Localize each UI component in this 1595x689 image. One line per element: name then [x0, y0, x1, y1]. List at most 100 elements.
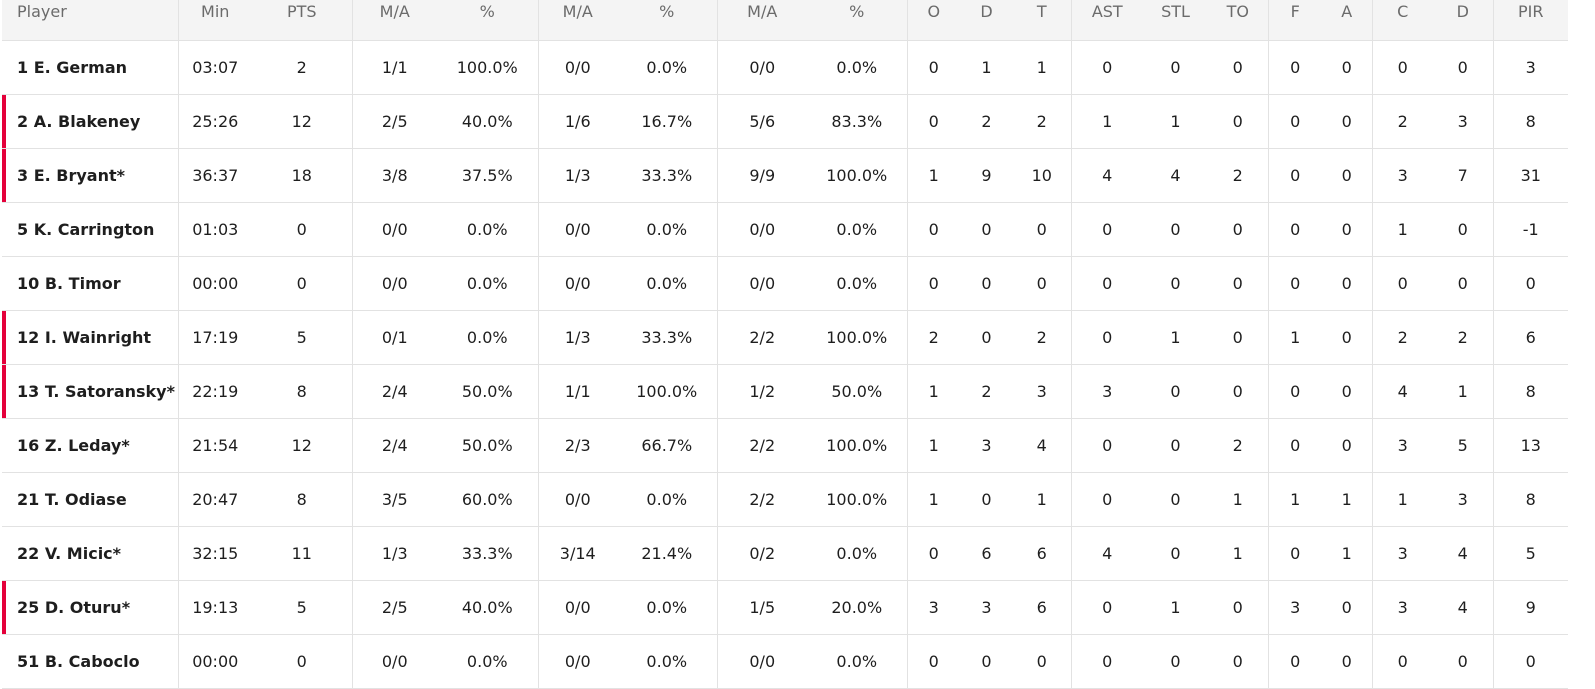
stat-cell: 01:03 — [178, 202, 252, 257]
column-header: TO — [1208, 0, 1269, 41]
stat-cell: 2 — [1013, 94, 1072, 149]
player-row: 13 T. Satoransky* 22:19 8 2/4 50.0% 1/1 100.0%… — [2, 364, 1568, 419]
player-name: 3 E. Bryant* — [2, 148, 179, 203]
stat-cell: 1 — [907, 148, 960, 203]
stat-cell: 0 — [960, 202, 1013, 257]
column-header: PIR — [1493, 0, 1568, 41]
stat-cell: 0 — [1268, 364, 1322, 419]
stat-cell: 0 — [1071, 580, 1143, 635]
column-header: C — [1372, 0, 1433, 41]
stat-cell: 32:15 — [178, 526, 252, 581]
stat-cell: 0 — [907, 40, 960, 95]
stat-cell: 0 — [1071, 634, 1143, 689]
stat-cell: 4 — [1071, 148, 1143, 203]
column-header: D — [960, 0, 1013, 41]
stat-cell: 18 — [252, 148, 353, 203]
table-body: 1 E. German 03:07 2 1/1 100.0% 0/0 0.0% 0/0 0.0%… — [2, 40, 1568, 689]
stat-cell: 1 — [907, 418, 960, 473]
stat-cell: 0 — [907, 202, 960, 257]
stat-cell: 0 — [1143, 40, 1208, 95]
stat-cell: 0 — [1268, 256, 1322, 311]
stat-cell: 9 — [960, 148, 1013, 203]
stat-cell: 37.5% — [437, 148, 539, 203]
stat-cell: 0.0% — [617, 256, 718, 311]
stat-cell: 0 — [1013, 634, 1072, 689]
stat-cell: 0 — [907, 526, 960, 581]
stat-cell: 2/4 — [352, 364, 437, 419]
stat-cell: 0 — [960, 634, 1013, 689]
stat-cell: 3 — [1071, 364, 1143, 419]
stat-cell: 5 — [1433, 418, 1494, 473]
player-row: 22 V. Micic* 32:15 11 1/3 33.3% 3/14 21.4% 0/2 0… — [2, 526, 1568, 581]
stat-cell: 19:13 — [178, 580, 252, 635]
stat-cell: 1 — [907, 472, 960, 527]
stat-cell: 0.0% — [617, 634, 718, 689]
column-header: Player — [2, 0, 179, 41]
stat-cell: 2 — [960, 364, 1013, 419]
stat-cell: 0 — [1372, 256, 1433, 311]
stat-cell: 0 — [1208, 310, 1269, 365]
column-header: AST — [1071, 0, 1143, 41]
stat-cell: 2 — [252, 40, 353, 95]
stat-cell: 5/6 — [717, 94, 807, 149]
stat-cell: 0 — [1372, 40, 1433, 95]
stat-cell: 6 — [1013, 526, 1072, 581]
stat-cell: 17:19 — [178, 310, 252, 365]
stat-cell: 0 — [1322, 94, 1373, 149]
stat-cell: 1/2 — [717, 364, 807, 419]
stat-cell: 1/3 — [538, 148, 617, 203]
stat-cell: 1 — [1208, 526, 1269, 581]
stat-cell: -1 — [1493, 202, 1568, 257]
stat-cell: 0 — [1372, 634, 1433, 689]
stat-cell: 2 — [1372, 94, 1433, 149]
stat-cell: 100.0% — [807, 148, 908, 203]
stat-cell: 0 — [907, 94, 960, 149]
stat-cell: 0/0 — [538, 580, 617, 635]
stat-cell: 0.0% — [807, 202, 908, 257]
stat-cell: 1 — [1143, 94, 1208, 149]
player-name: 16 Z. Leday* — [2, 418, 179, 473]
stat-cell: 2/2 — [717, 472, 807, 527]
player-name: 22 V. Micic* — [2, 526, 179, 581]
stat-cell: 2/5 — [352, 580, 437, 635]
stat-cell: 40.0% — [437, 580, 539, 635]
stat-cell: 100.0% — [807, 310, 908, 365]
stat-cell: 60.0% — [437, 472, 539, 527]
stat-cell: 4 — [1071, 526, 1143, 581]
stat-cell: 0 — [1143, 202, 1208, 257]
stat-cell: 8 — [1493, 364, 1568, 419]
column-header: % — [617, 0, 718, 41]
stat-cell: 2/2 — [717, 418, 807, 473]
stat-cell: 0/0 — [352, 256, 437, 311]
stat-cell: 0.0% — [437, 256, 539, 311]
stat-cell: 3/5 — [352, 472, 437, 527]
stat-cell: 1 — [1433, 364, 1494, 419]
stat-cell: 0 — [1433, 634, 1494, 689]
player-name: 12 I. Wainright — [2, 310, 179, 365]
stat-cell: 00:00 — [178, 256, 252, 311]
stat-cell: 0/0 — [538, 202, 617, 257]
stat-cell: 33.3% — [617, 148, 718, 203]
player-name: 5 K. Carrington — [2, 202, 179, 257]
stat-cell: 1/1 — [538, 364, 617, 419]
stat-cell: 00:00 — [178, 634, 252, 689]
stat-cell: 1 — [1372, 202, 1433, 257]
stat-cell: 0.0% — [617, 40, 718, 95]
stat-cell: 0/0 — [717, 256, 807, 311]
stat-cell: 2 — [1208, 148, 1269, 203]
stat-cell: 0 — [1143, 256, 1208, 311]
stat-cell: 0 — [1433, 202, 1494, 257]
player-row: 1 E. German 03:07 2 1/1 100.0% 0/0 0.0% 0/0 0.0%… — [2, 40, 1568, 95]
player-name: 10 B. Timor — [2, 256, 179, 311]
stat-cell: 0 — [1071, 202, 1143, 257]
stat-cell: 3 — [907, 580, 960, 635]
stat-cell: 0 — [1071, 310, 1143, 365]
stat-cell: 0.0% — [617, 202, 718, 257]
stat-cell: 0 — [1208, 580, 1269, 635]
stat-cell: 100.0% — [807, 472, 908, 527]
stat-cell: 2/3 — [538, 418, 617, 473]
stat-cell: 21:54 — [178, 418, 252, 473]
stat-cell: 0 — [1322, 580, 1373, 635]
